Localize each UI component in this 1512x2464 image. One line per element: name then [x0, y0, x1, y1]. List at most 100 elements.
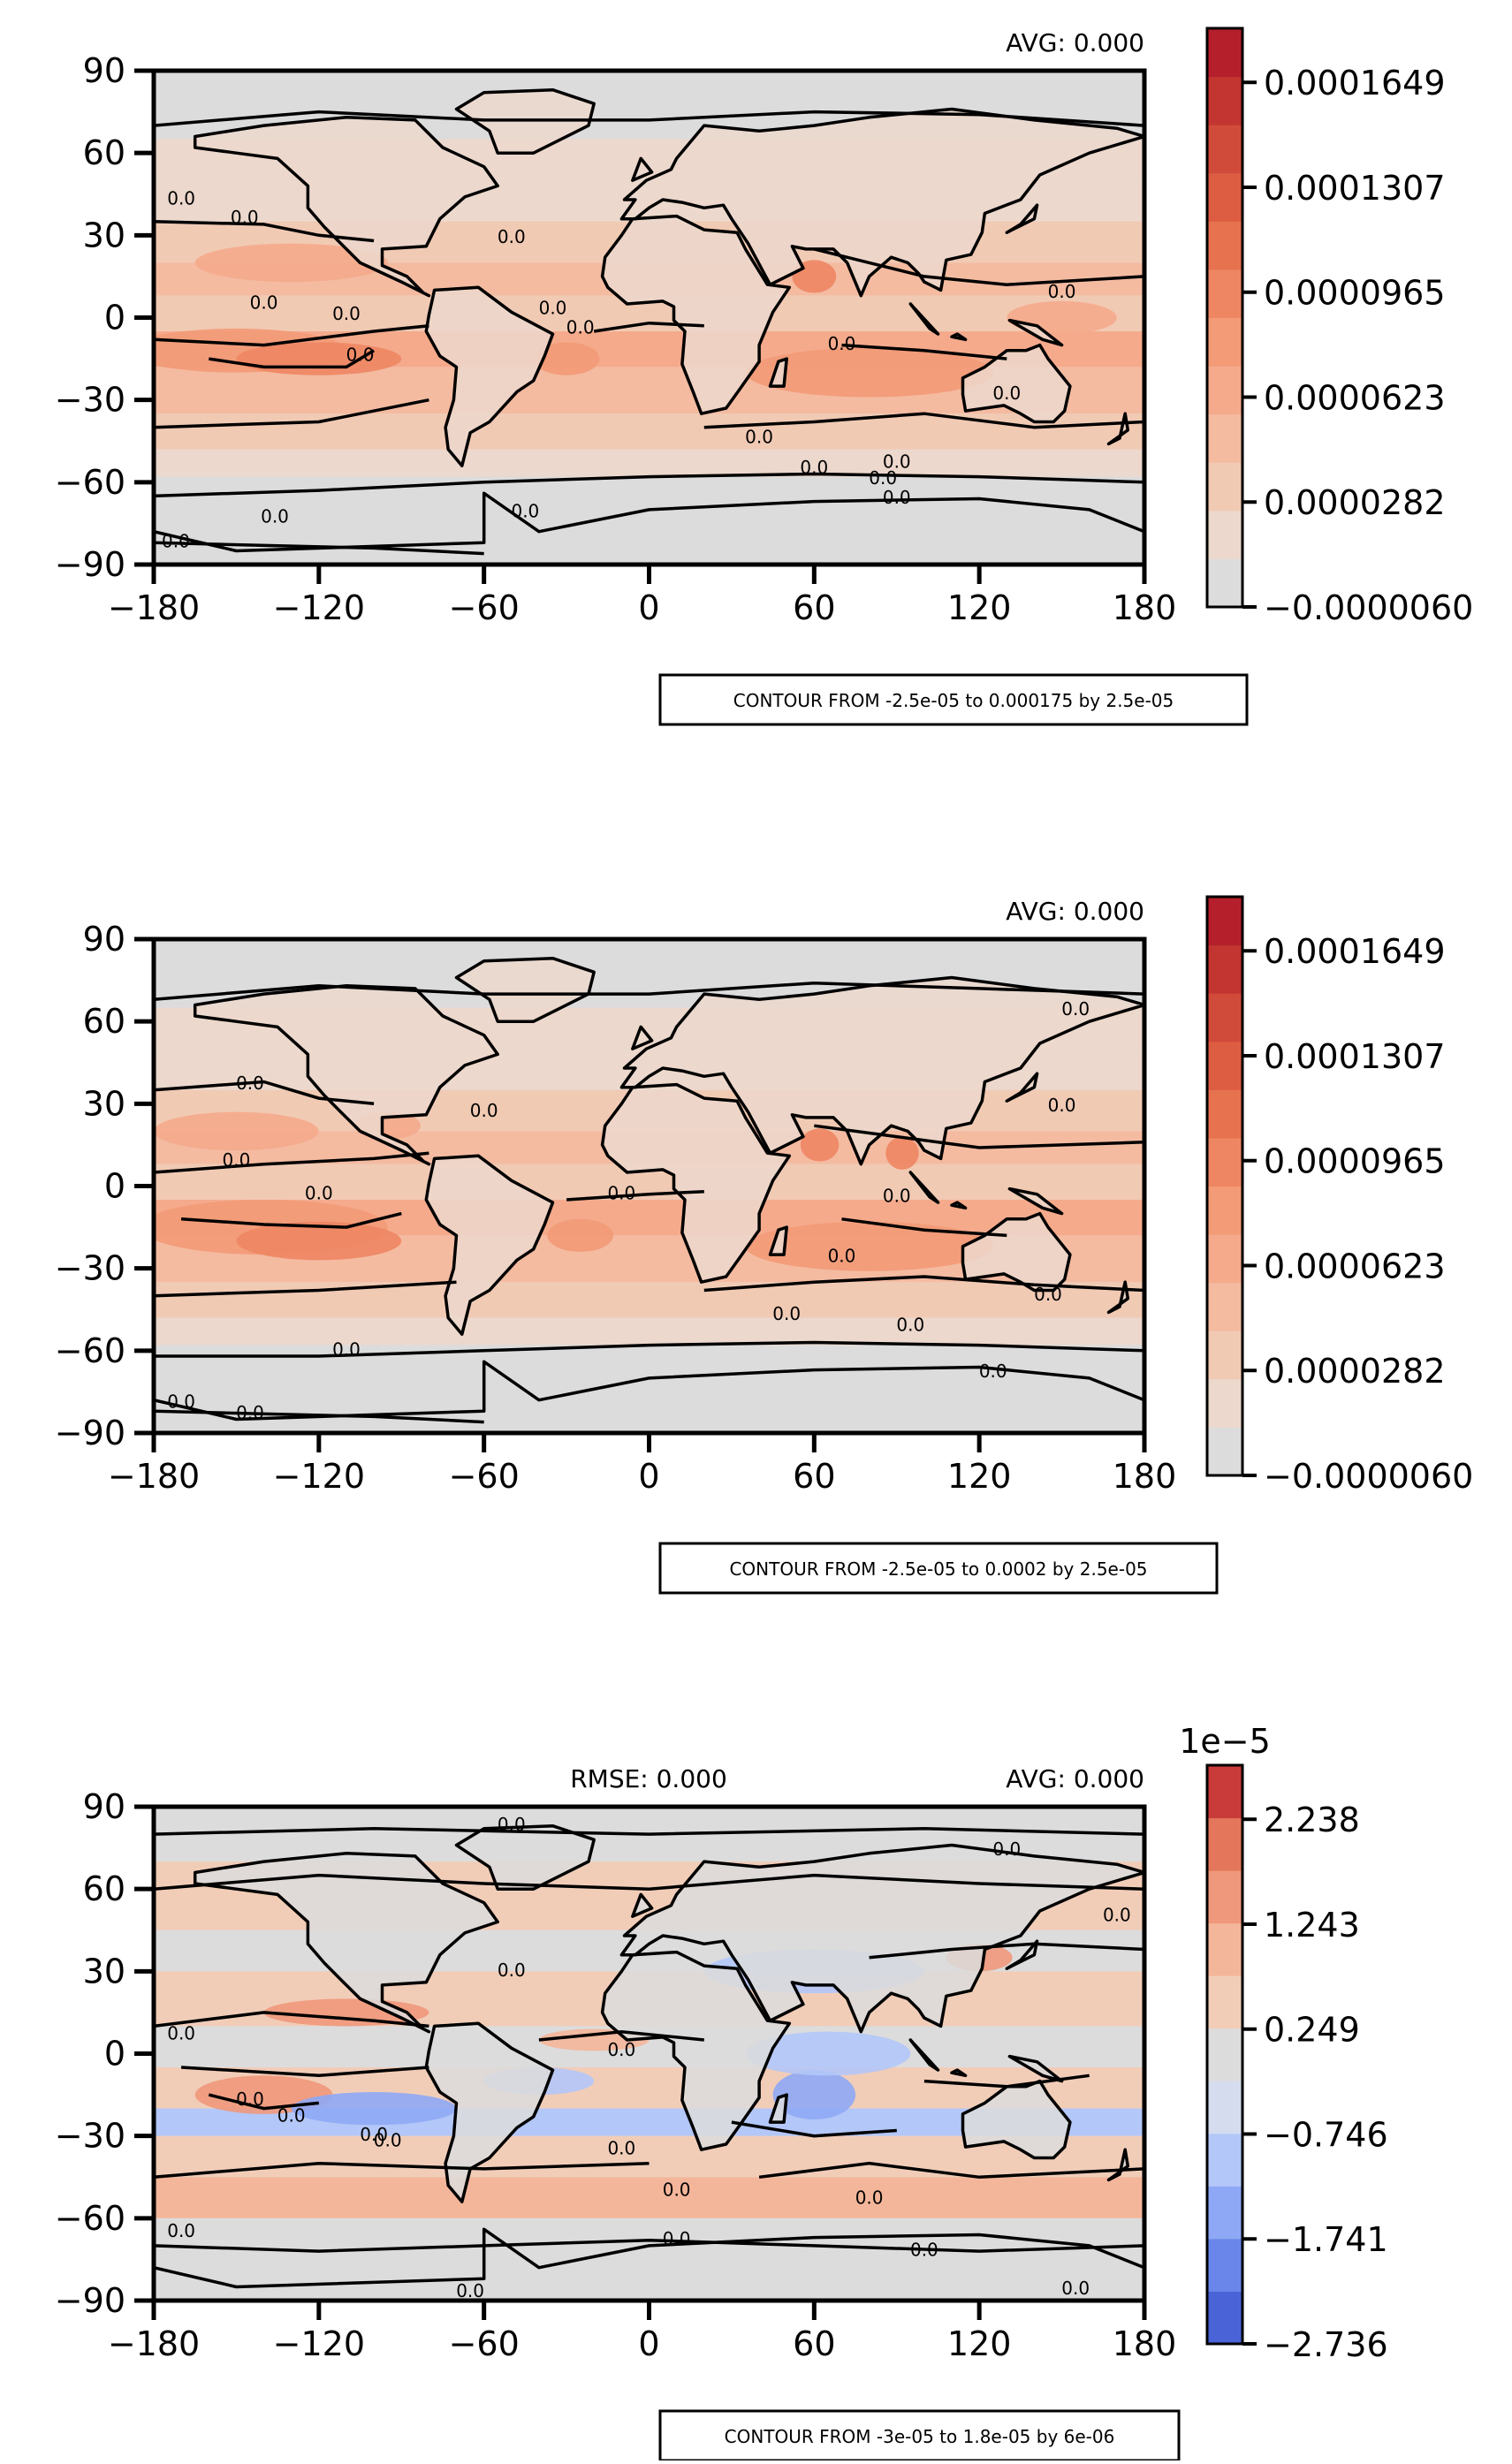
contour-line [731, 2120, 897, 2138]
land-fill [194, 117, 498, 296]
contour-label: 0.0 [236, 1073, 264, 1094]
contour-range-text: CONTOUR FROM -2.5e-05 to 0.0002 by 2.5e-… [729, 1558, 1147, 1580]
map-panel-2: 0.00.00.00.00.00.00.00.00.00.00.00.00.00… [55, 895, 1473, 1595]
contour-label: 0.0 [1048, 1095, 1076, 1116]
coastline [619, 975, 1144, 1166]
colorbar-swatch [1207, 897, 1242, 946]
colorbar-swatch [1207, 1427, 1242, 1476]
contour-line [209, 349, 375, 369]
colorbar-tick-label: −0.746 [1264, 2115, 1388, 2154]
colorbar-swatch [1207, 1817, 1242, 1871]
coastline [961, 2079, 1072, 2160]
coastline [961, 343, 1072, 424]
x-tick-label: −120 [273, 2324, 365, 2363]
colorbar-tick-label: 0.0001649 [1264, 932, 1446, 971]
x-tick-label: 180 [1113, 2324, 1177, 2363]
contour-label: 0.0 [607, 2039, 635, 2060]
field-blob [745, 1221, 993, 1271]
x-tick-label: 120 [947, 1457, 1012, 1496]
field-blob [236, 1221, 402, 1261]
avg-label: AVG: 0.000 [1006, 28, 1144, 57]
coastline [154, 2227, 1144, 2301]
colorbar-swatch [1207, 1922, 1242, 1976]
contour-line [814, 1124, 1144, 1149]
coastline [768, 2093, 788, 2124]
contour-line [154, 1080, 375, 1106]
contour-line [593, 321, 704, 333]
x-tick-label: −120 [273, 1457, 365, 1496]
colorbar-tick-label: −0.0000060 [1264, 588, 1473, 627]
contour-label: 0.0 [470, 1100, 498, 1121]
contour-label: 0.0 [1061, 2278, 1090, 2299]
contour-label: 0.0 [162, 531, 190, 552]
contour-line [841, 1217, 1007, 1238]
colorbar-swatch [1207, 1137, 1242, 1187]
field-blob [547, 1218, 614, 1253]
contour-range-box [658, 1542, 1219, 1595]
colorbar-tick-label: 0.0000965 [1264, 274, 1446, 313]
y-tick-label: 60 [83, 133, 125, 172]
colorbar-swatch [1207, 125, 1242, 174]
contour-label: 0.0 [663, 2228, 691, 2249]
contour-label: 0.0 [566, 316, 595, 337]
field-blob [772, 2070, 856, 2120]
land-fill [456, 958, 595, 1022]
contour-label: 0.0 [498, 1960, 526, 1981]
y-tick-label: −30 [55, 2117, 125, 2156]
coastline [950, 332, 968, 342]
contour-line [154, 1873, 1144, 1891]
coastline [454, 956, 596, 1023]
land-fill [770, 2095, 787, 2123]
contour-label: 0.0 [277, 2104, 306, 2126]
y-tick-label: 60 [83, 1002, 125, 1041]
land-fill [632, 1027, 652, 1050]
land-fill [770, 359, 787, 387]
colorbar-tick-label: 0.0000282 [1264, 1352, 1446, 1391]
field-blob [745, 347, 993, 398]
y-tick-label: 60 [83, 1869, 125, 1908]
contour-label: 0.0 [511, 500, 539, 521]
contour-label: 0.0 [498, 226, 526, 247]
colorbar-swatch [1207, 1975, 1242, 2029]
land-fill [456, 1825, 595, 1890]
contour-line [154, 981, 1144, 1002]
coastline [619, 1843, 1144, 2034]
x-tick-label: 60 [793, 588, 835, 627]
contour-label: 0.0 [539, 298, 567, 319]
colorbar-tick-label: 0.249 [1264, 2011, 1360, 2050]
colorbar-tick-label: −2.736 [1264, 2325, 1388, 2364]
contour-label: 0.0 [663, 2179, 691, 2200]
contour-label: 0.0 [236, 2089, 264, 2110]
colorbar: 0.0001649 0.0001307 0.0000965 0.0000623 0.00… [1205, 895, 1473, 1496]
colorbar-tick-label: −0.0000060 [1264, 1457, 1473, 1496]
coastline [193, 116, 499, 298]
colorbar-tick-label: −1.741 [1264, 2220, 1388, 2259]
colorbar-tick-label: 0.0001649 [1264, 64, 1446, 102]
colorbar-tick-label: 0.0000623 [1264, 1247, 1446, 1285]
contour-label: 0.0 [910, 2240, 938, 2261]
contour-line [154, 2161, 650, 2180]
contour-line [154, 1340, 1144, 1358]
colorbar-swatch [1207, 2028, 1242, 2081]
coastline [619, 107, 1144, 298]
coastline [454, 87, 596, 155]
x-tick-label: 60 [793, 2324, 835, 2363]
contour-label: 0.0 [828, 1246, 856, 1267]
y-tick-label: 30 [83, 216, 125, 254]
coastline [454, 1823, 596, 1891]
contour-label: 0.0 [992, 383, 1021, 404]
field-blob [745, 2031, 911, 2076]
colorbar-tick-label: 0.0000623 [1264, 378, 1446, 417]
coastline [631, 1025, 654, 1050]
contour-label: 0.0 [305, 1182, 333, 1203]
contour-label: 0.0 [167, 2220, 195, 2241]
land-fill [426, 2023, 553, 2202]
land-fill [194, 1853, 498, 2032]
colorbar-swatch [1207, 366, 1242, 415]
field-band [154, 2177, 1144, 2218]
coastline [908, 1171, 940, 1204]
contour-label: 0.0 [360, 2124, 388, 2145]
coastline [154, 491, 1144, 565]
contour-label: 0.0 [223, 1149, 251, 1171]
